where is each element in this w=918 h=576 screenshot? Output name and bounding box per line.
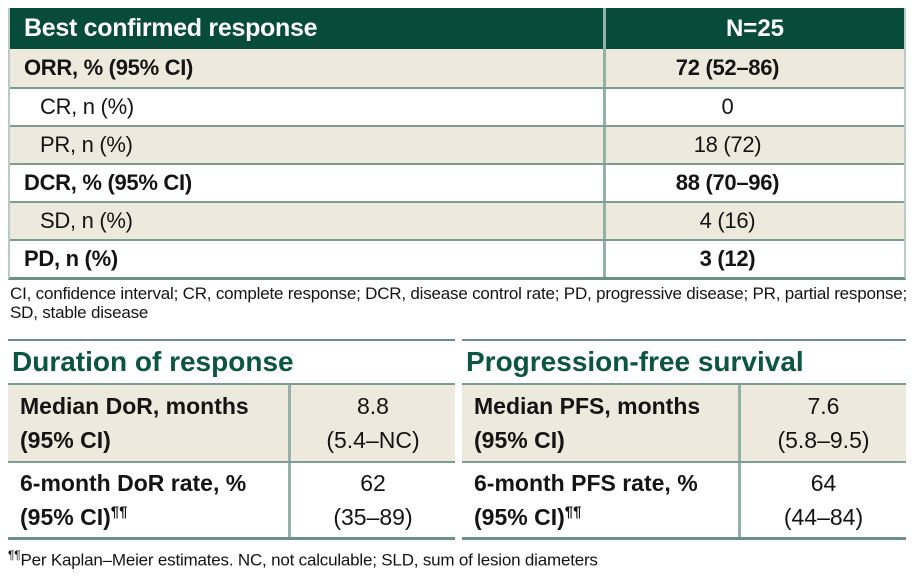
row-label-line2: (95% CI) [474, 427, 565, 453]
row-label-line1: Median DoR, months [20, 393, 249, 419]
footnote-line: CI, confidence interval; CR, complete re… [10, 284, 908, 303]
row-label: DCR, % (95% CI) [24, 170, 192, 195]
row-label: 6-month DoR rate, % (95% CI)¶¶ [8, 463, 288, 537]
dor-table-title: Duration of response [8, 341, 455, 385]
footnote-marker: ¶¶ [564, 503, 582, 521]
row-value-line2: (5.4–NC) [326, 427, 420, 453]
row-label-line2: (95% CI)¶¶ [20, 503, 128, 530]
progression-free-survival-table: Progression-free survival Median PFS, mo… [462, 339, 906, 540]
row-value-line2: (5.8–9.5) [777, 427, 870, 453]
table-header-n: N=25 [603, 8, 904, 49]
row-label: Median DoR, months (95% CI) [8, 385, 288, 461]
pfs-table-title: Progression-free survival [462, 341, 906, 385]
row-label: SD, n (%) [40, 208, 133, 233]
row-value: 8.8 (5.4–NC) [288, 385, 455, 461]
table-row-pfs-rate: 6-month PFS rate, % (95% CI)¶¶ 64 (44–84… [462, 461, 906, 537]
row-value-line2: (44–84) [783, 504, 864, 530]
row-label: 6-month PFS rate, % (95% CI)¶¶ [462, 463, 738, 537]
table-row-median-dor: Median DoR, months (95% CI) 8.8 (5.4–NC) [8, 385, 455, 461]
table-header-label: Best confirmed response [24, 14, 318, 42]
table-row-dcr: DCR, % (95% CI) 88 (70–96) [10, 163, 904, 201]
table-row-pd: PD, n (%) 3 (12) [10, 239, 904, 277]
footnote-marker: ¶¶ [110, 503, 128, 521]
table-row-pr: PR, n (%) 18 (72) [10, 125, 904, 163]
row-value-line1: 64 [810, 470, 837, 496]
best-response-table: Best confirmed response N=25 ORR, % (95%… [8, 8, 906, 280]
table-row-orr: ORR, % (95% CI) 72 (52–86) [10, 49, 904, 87]
row-label: CR, n (%) [40, 94, 134, 119]
row-value: 64 (44–84) [738, 463, 906, 537]
table-row-dor-rate: 6-month DoR rate, % (95% CI)¶¶ 62 (35–89… [8, 461, 455, 537]
row-value-line2: (35–89) [333, 504, 413, 530]
row-label-line1: Median PFS, months [474, 393, 701, 419]
row-label-line2: (95% CI) [20, 427, 111, 453]
row-label: PD, n (%) [24, 246, 118, 271]
row-value: 0 [603, 89, 904, 125]
row-value: 88 (70–96) [603, 165, 904, 201]
row-label: PR, n (%) [40, 132, 133, 157]
row-value: 72 (52–86) [603, 49, 904, 87]
abbreviations-footnote: CI, confidence interval; CR, complete re… [10, 284, 907, 322]
kaplan-meier-footnote: ¶¶Per Kaplan–Meier estimates. NC, not ca… [8, 548, 598, 571]
row-value: 7.6 (5.8–9.5) [738, 385, 906, 461]
row-label-line1: 6-month DoR rate, % [20, 470, 247, 496]
table-row-cr: CR, n (%) 0 [10, 87, 904, 125]
row-label-line1: 6-month PFS rate, % [474, 470, 698, 496]
table-row-sd: SD, n (%) 4 (16) [10, 201, 904, 239]
row-label-line2: (95% CI)¶¶ [474, 503, 582, 530]
table-header-row: Best confirmed response N=25 [10, 8, 904, 49]
row-value: 3 (12) [603, 241, 904, 277]
footnote-text: Per Kaplan–Meier estimates. NC, not calc… [20, 550, 598, 570]
row-value: 62 (35–89) [288, 463, 455, 537]
row-value: 18 (72) [603, 127, 904, 163]
row-label: Median PFS, months (95% CI) [462, 385, 738, 461]
duration-of-response-table: Duration of response Median DoR, months … [8, 339, 455, 540]
row-label: ORR, % (95% CI) [24, 55, 194, 80]
footnote-line: SD, stable disease [10, 303, 149, 322]
table-row-median-pfs: Median PFS, months (95% CI) 7.6 (5.8–9.5… [462, 385, 906, 461]
row-value-line1: 7.6 [807, 393, 840, 419]
row-value: 4 (16) [603, 203, 904, 239]
footnote-marker: ¶¶ [8, 548, 21, 562]
row-value-line1: 8.8 [357, 393, 389, 419]
row-value-line1: 62 [360, 470, 386, 496]
